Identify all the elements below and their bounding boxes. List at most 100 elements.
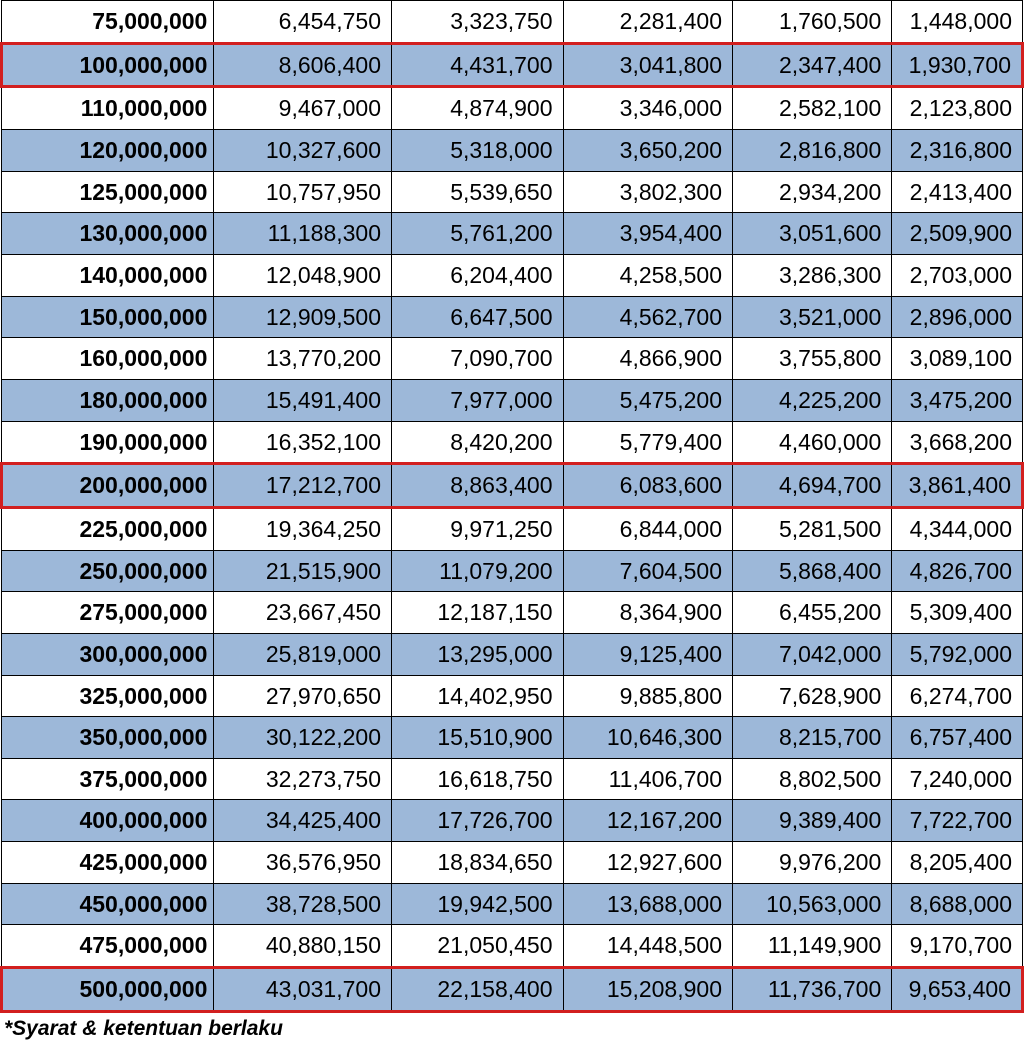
value-cell: 21,050,450	[392, 925, 564, 968]
value-cell: 17,212,700	[214, 464, 392, 508]
value-cell: 4,431,700	[392, 43, 564, 87]
value-cell: 3,954,400	[563, 213, 732, 255]
amount-cell: 250,000,000	[2, 550, 214, 592]
value-cell: 7,042,000	[733, 633, 892, 675]
value-cell: 10,757,950	[214, 171, 392, 213]
value-cell: 3,089,100	[892, 338, 1023, 380]
value-cell: 2,316,800	[892, 129, 1023, 171]
amount-cell: 130,000,000	[2, 213, 214, 255]
table-row: 150,000,00012,909,5006,647,5004,562,7003…	[2, 296, 1023, 338]
value-cell: 5,318,000	[392, 129, 564, 171]
value-cell: 10,327,600	[214, 129, 392, 171]
value-cell: 15,208,900	[563, 968, 732, 1012]
value-cell: 2,816,800	[733, 129, 892, 171]
value-cell: 32,273,750	[214, 758, 392, 800]
value-cell: 1,930,700	[892, 43, 1023, 87]
amount-cell: 500,000,000	[2, 968, 214, 1012]
table-row: 225,000,00019,364,2509,971,2506,844,0005…	[2, 507, 1023, 550]
amount-cell: 140,000,000	[2, 254, 214, 296]
value-cell: 2,123,800	[892, 87, 1023, 130]
value-cell: 3,861,400	[892, 464, 1023, 508]
amount-cell: 200,000,000	[2, 464, 214, 508]
value-cell: 4,562,700	[563, 296, 732, 338]
value-cell: 34,425,400	[214, 800, 392, 842]
value-cell: 5,761,200	[392, 213, 564, 255]
value-cell: 4,460,000	[733, 421, 892, 464]
value-cell: 4,258,500	[563, 254, 732, 296]
value-cell: 19,364,250	[214, 507, 392, 550]
value-cell: 5,281,500	[733, 507, 892, 550]
value-cell: 5,539,650	[392, 171, 564, 213]
amount-cell: 190,000,000	[2, 421, 214, 464]
value-cell: 8,420,200	[392, 421, 564, 464]
value-cell: 15,510,900	[392, 717, 564, 759]
table-row: 475,000,00040,880,15021,050,45014,448,50…	[2, 925, 1023, 968]
value-cell: 2,896,000	[892, 296, 1023, 338]
value-cell: 3,346,000	[563, 87, 732, 130]
value-cell: 9,389,400	[733, 800, 892, 842]
table-row: 160,000,00013,770,2007,090,7004,866,9003…	[2, 338, 1023, 380]
value-cell: 38,728,500	[214, 883, 392, 925]
value-cell: 18,834,650	[392, 842, 564, 884]
footnote: *Syarat & ketentuan berlaku	[0, 1013, 1024, 1049]
value-cell: 3,668,200	[892, 421, 1023, 464]
value-cell: 7,628,900	[733, 675, 892, 717]
value-cell: 8,802,500	[733, 758, 892, 800]
table-row: 350,000,00030,122,20015,510,90010,646,30…	[2, 717, 1023, 759]
value-cell: 6,757,400	[892, 717, 1023, 759]
value-cell: 12,927,600	[563, 842, 732, 884]
amount-cell: 375,000,000	[2, 758, 214, 800]
amount-cell: 150,000,000	[2, 296, 214, 338]
value-cell: 7,977,000	[392, 379, 564, 421]
value-cell: 12,048,900	[214, 254, 392, 296]
value-cell: 16,618,750	[392, 758, 564, 800]
value-cell: 6,454,750	[214, 1, 392, 44]
value-cell: 21,515,900	[214, 550, 392, 592]
value-cell: 27,970,650	[214, 675, 392, 717]
value-cell: 1,760,500	[733, 1, 892, 44]
value-cell: 19,942,500	[392, 883, 564, 925]
amount-cell: 275,000,000	[2, 592, 214, 634]
value-cell: 3,650,200	[563, 129, 732, 171]
table-row: 450,000,00038,728,50019,942,50013,688,00…	[2, 883, 1023, 925]
value-cell: 9,653,400	[892, 968, 1023, 1012]
table-row: 120,000,00010,327,6005,318,0003,650,2002…	[2, 129, 1023, 171]
value-cell: 3,475,200	[892, 379, 1023, 421]
value-cell: 13,770,200	[214, 338, 392, 380]
value-cell: 9,885,800	[563, 675, 732, 717]
value-cell: 8,364,900	[563, 592, 732, 634]
value-cell: 36,576,950	[214, 842, 392, 884]
amount-cell: 110,000,000	[2, 87, 214, 130]
value-cell: 6,083,600	[563, 464, 732, 508]
table-row: 400,000,00034,425,40017,726,70012,167,20…	[2, 800, 1023, 842]
value-cell: 5,792,000	[892, 633, 1023, 675]
value-cell: 5,475,200	[563, 379, 732, 421]
amount-cell: 125,000,000	[2, 171, 214, 213]
amount-cell: 400,000,000	[2, 800, 214, 842]
value-cell: 15,491,400	[214, 379, 392, 421]
value-cell: 2,582,100	[733, 87, 892, 130]
table-row: 180,000,00015,491,4007,977,0005,475,2004…	[2, 379, 1023, 421]
value-cell: 9,971,250	[392, 507, 564, 550]
amount-cell: 160,000,000	[2, 338, 214, 380]
value-cell: 5,309,400	[892, 592, 1023, 634]
value-cell: 6,455,200	[733, 592, 892, 634]
value-cell: 10,563,000	[733, 883, 892, 925]
value-cell: 8,205,400	[892, 842, 1023, 884]
amount-cell: 75,000,000	[2, 1, 214, 44]
value-cell: 4,694,700	[733, 464, 892, 508]
table-row: 300,000,00025,819,00013,295,0009,125,400…	[2, 633, 1023, 675]
value-cell: 2,934,200	[733, 171, 892, 213]
value-cell: 2,347,400	[733, 43, 892, 87]
value-cell: 2,703,000	[892, 254, 1023, 296]
value-cell: 30,122,200	[214, 717, 392, 759]
value-cell: 9,170,700	[892, 925, 1023, 968]
value-cell: 7,604,500	[563, 550, 732, 592]
table-row: 125,000,00010,757,9505,539,6503,802,3002…	[2, 171, 1023, 213]
amount-cell: 120,000,000	[2, 129, 214, 171]
table-row: 250,000,00021,515,90011,079,2007,604,500…	[2, 550, 1023, 592]
value-cell: 12,909,500	[214, 296, 392, 338]
value-cell: 8,688,000	[892, 883, 1023, 925]
value-cell: 3,521,000	[733, 296, 892, 338]
value-cell: 13,688,000	[563, 883, 732, 925]
